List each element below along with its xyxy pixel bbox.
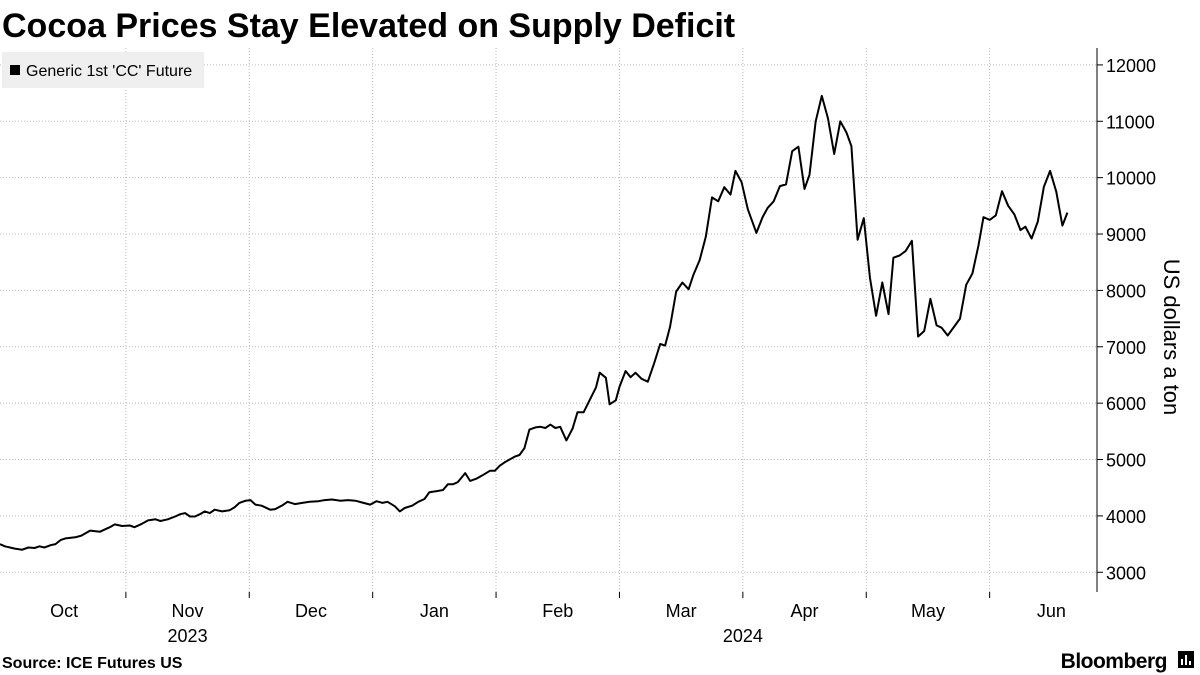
brand: Bloomberg: [1061, 650, 1167, 673]
x-tick-label: Dec: [295, 601, 327, 621]
x-tick-label: Jan: [420, 601, 449, 621]
y-tick-label: 10000: [1106, 169, 1156, 189]
y-tick-label: 3000: [1106, 563, 1146, 583]
price-line: [0, 94, 1069, 551]
x-tick-label: Jun: [1037, 601, 1066, 621]
x-tick-label: Oct: [50, 601, 78, 621]
y-tick-label: 7000: [1106, 338, 1146, 358]
year-label: 2024: [723, 626, 763, 646]
y-axis-label: US dollars a ton: [1159, 259, 1184, 416]
y-tick-label: 4000: [1106, 507, 1146, 527]
x-tick-label: Apr: [791, 601, 819, 621]
y-tick-label: 6000: [1106, 394, 1146, 414]
year-label: 2023: [168, 626, 208, 646]
x-tick-label: May: [911, 601, 945, 621]
y-tick-label: 9000: [1106, 225, 1146, 245]
brand-icon-bars: [1181, 655, 1191, 665]
legend-swatch: [10, 65, 20, 75]
source: Source: ICE Futures US: [2, 655, 183, 672]
legend: Generic 1st 'CC' Future: [2, 52, 205, 88]
x-tick-label: Feb: [542, 601, 573, 621]
x-tick-label: Mar: [666, 601, 697, 621]
chart-title: Cocoa Prices Stay Elevated on Supply Def…: [2, 7, 735, 45]
legend-label: Generic 1st 'CC' Future: [26, 63, 192, 80]
legend-box: [2, 52, 205, 88]
y-tick-label: 12000: [1106, 56, 1156, 76]
y-tick-label: 5000: [1106, 451, 1146, 471]
y-tick-label: 8000: [1106, 281, 1146, 301]
y-tick-label: 11000: [1106, 112, 1155, 132]
x-tick-label: Nov: [172, 601, 204, 621]
